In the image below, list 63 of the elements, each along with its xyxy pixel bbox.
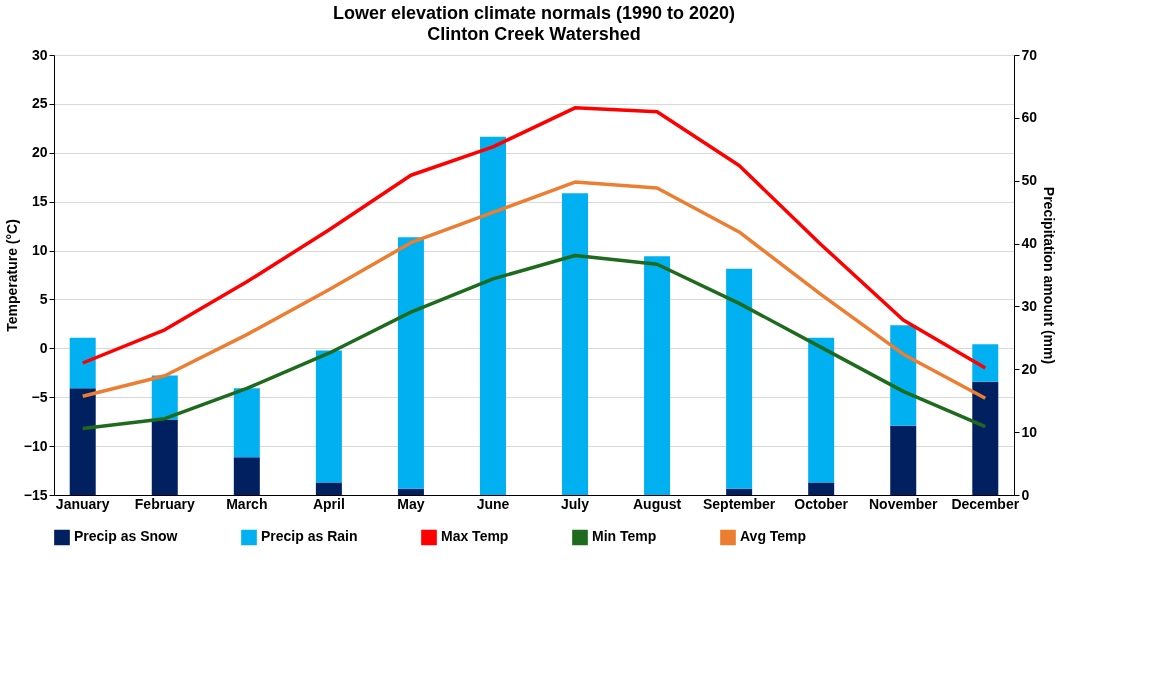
x-tick-label: July: [561, 495, 590, 512]
x-tick-label: March: [226, 495, 268, 512]
y2-tick-label: 50: [1021, 172, 1038, 189]
bar: [808, 482, 835, 495]
bar: [890, 325, 917, 426]
bar: [972, 344, 999, 382]
y2-tick-label: 40: [1021, 235, 1038, 252]
legend-label: Precip as Rain: [261, 528, 358, 545]
line-series: [80, 253, 988, 431]
y-tick-label: −10: [23, 437, 48, 454]
y2-tick-label: 20: [1021, 360, 1038, 377]
bar: [233, 457, 260, 495]
y-tick-label: −5: [31, 388, 48, 405]
line-series: [80, 180, 988, 400]
bar: [644, 256, 671, 495]
y2-tick-label: 70: [1021, 46, 1038, 63]
y-tick-label: 20: [31, 144, 48, 161]
x-tick-label: April: [312, 495, 345, 512]
bar: [397, 237, 424, 489]
bar: [726, 268, 753, 489]
x-tick-label: January: [55, 495, 110, 512]
bar: [890, 425, 917, 495]
line-series: [80, 106, 988, 370]
bar: [972, 381, 999, 495]
bar: [315, 482, 342, 495]
legend-label: Max Temp: [441, 528, 509, 545]
bar: [315, 350, 342, 483]
y-tick-label: 30: [31, 46, 48, 63]
bar: [151, 419, 178, 495]
y2-axis-title: Precipitation amount (mm): [1041, 186, 1058, 365]
bar: [69, 388, 96, 495]
y-tick-label: 0: [39, 339, 48, 356]
x-tick-label: September: [702, 495, 776, 512]
bar: [69, 337, 96, 389]
y-tick-label: 5: [39, 290, 48, 307]
bar: [726, 488, 753, 495]
x-tick-label: December: [951, 495, 1020, 512]
bar: [233, 388, 260, 458]
bar: [479, 136, 506, 495]
legend-label: Avg Temp: [740, 528, 807, 545]
y-tick-label: 15: [31, 193, 48, 210]
y-tick-label: 25: [31, 95, 48, 112]
y2-tick-label: 30: [1021, 297, 1038, 314]
bar: [562, 193, 589, 495]
legend-label: Precip as Snow: [74, 528, 178, 545]
x-tick-label: October: [794, 495, 849, 512]
x-tick-label: August: [632, 495, 682, 512]
chart-subtitle: Clinton Creek Watershed: [427, 24, 641, 44]
y-axis-title: Temperature (°C): [3, 219, 20, 332]
y-tick-label: 10: [31, 242, 48, 259]
x-tick-label: November: [869, 495, 939, 512]
x-tick-label: May: [397, 495, 425, 512]
x-tick-label: February: [134, 495, 195, 512]
y-tick-label: −15: [23, 486, 48, 503]
chart-title: Lower elevation climate normals (1990 to 2020): [332, 3, 736, 23]
y2-tick-label: 60: [1021, 109, 1038, 126]
x-tick-label: June: [476, 495, 510, 512]
y2-tick-label: 0: [1021, 486, 1030, 503]
bar: [397, 488, 424, 495]
legend-label: Min Temp: [592, 528, 657, 545]
bar: [151, 375, 178, 420]
y2-tick-label: 10: [1021, 423, 1038, 440]
bar: [808, 337, 835, 483]
